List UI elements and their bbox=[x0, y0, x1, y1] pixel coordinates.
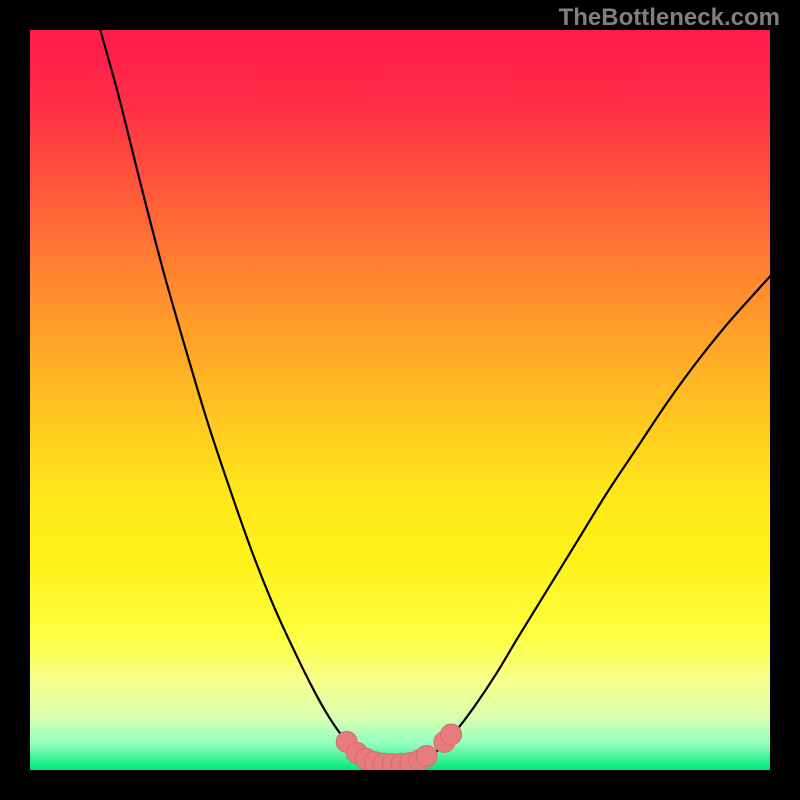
plot-area bbox=[30, 30, 770, 770]
marker-dot bbox=[416, 745, 437, 766]
watermark-text: TheBottleneck.com bbox=[559, 4, 780, 32]
marker-dot bbox=[441, 724, 462, 745]
chart-svg bbox=[30, 30, 770, 770]
chart-background bbox=[30, 30, 770, 770]
